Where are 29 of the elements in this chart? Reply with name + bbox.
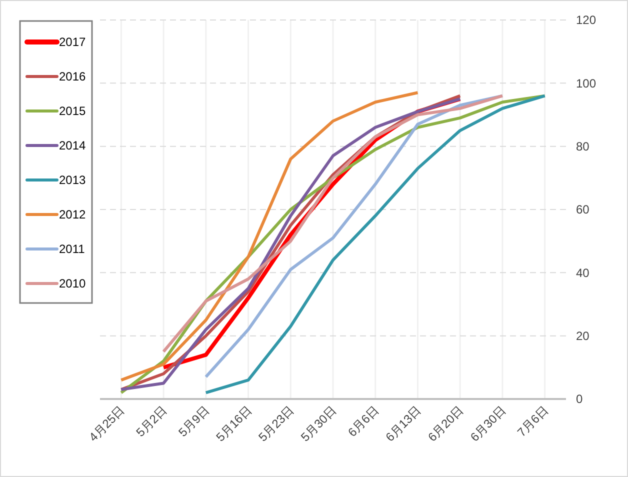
legend-label: 2011 xyxy=(59,242,86,256)
x-tick-label: 5月30日 xyxy=(298,403,340,444)
line-series xyxy=(204,94,546,394)
line-series xyxy=(162,94,504,354)
x-tick-label: 4月25日 xyxy=(86,403,128,444)
y-tick-label: 60 xyxy=(576,202,590,217)
line-series xyxy=(120,91,420,382)
legend-label: 2015 xyxy=(59,104,86,118)
y-tick-label: 120 xyxy=(576,13,596,28)
legend-label: 2017 xyxy=(59,35,86,50)
legend-label: 2010 xyxy=(59,276,86,291)
legend-label: 2013 xyxy=(59,173,86,188)
y-tick-label: 20 xyxy=(576,329,590,344)
x-tick-label: 5月16日 xyxy=(213,403,254,444)
x-tick-label: 5月2日 xyxy=(133,403,170,440)
x-tick-label: 7月6日 xyxy=(514,403,551,440)
x-tick-label: 5月23日 xyxy=(256,403,297,444)
legend-label: 2014 xyxy=(59,138,86,153)
y-tick-label: 80 xyxy=(576,140,590,154)
x-tick-label: 5月9日 xyxy=(176,403,212,440)
y-tick-label: 0 xyxy=(576,392,583,406)
legend-label: 2012 xyxy=(59,208,86,222)
x-tick-label: 6月30日 xyxy=(468,403,509,444)
y-tick-label: 100 xyxy=(576,76,596,90)
y-tick-label: 40 xyxy=(576,266,590,280)
x-tick-label: 6月6日 xyxy=(345,403,382,440)
x-tick-label: 6月20日 xyxy=(425,403,466,444)
legend-label: 2016 xyxy=(59,70,86,84)
x-tick-label: 6月13日 xyxy=(382,403,424,444)
